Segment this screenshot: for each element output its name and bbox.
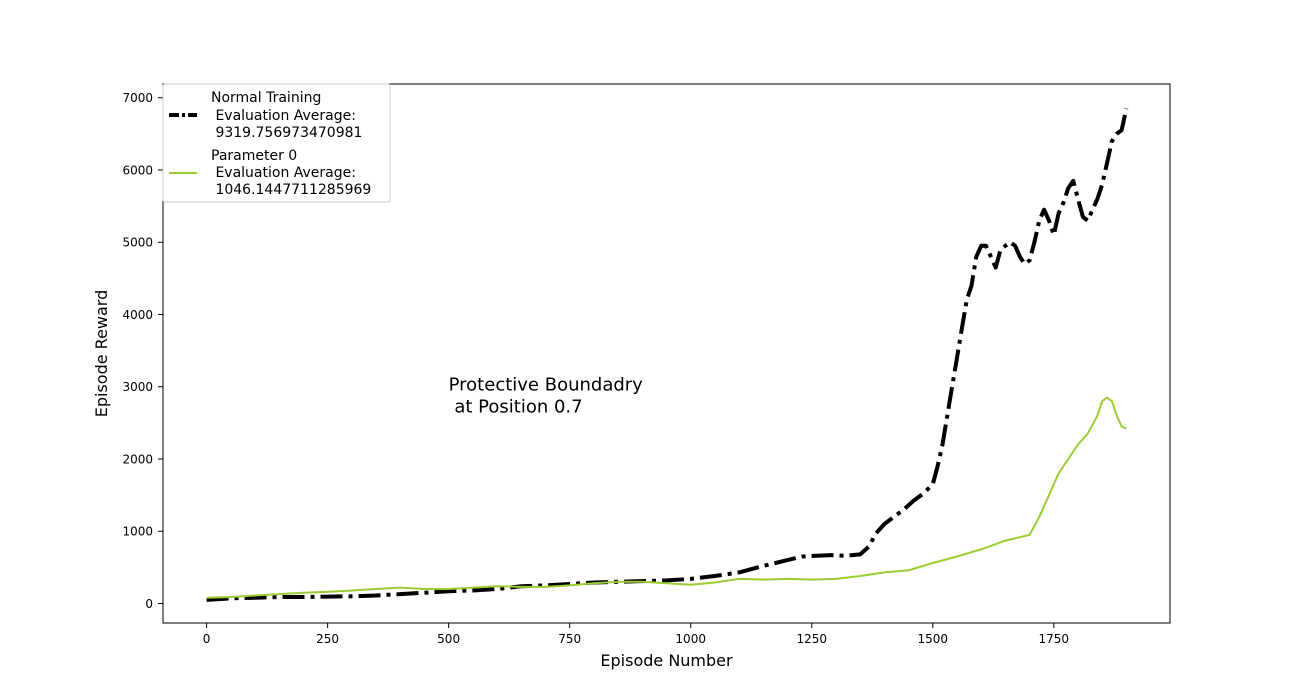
legend: Normal Training Evaluation Average: 9319…: [0, 0, 394, 203]
x-axis-label: Episode Number: [600, 651, 733, 670]
y-tick-label: 0: [145, 597, 153, 611]
x-tick-label: 1750: [1039, 632, 1070, 646]
annotation-line-2: at Position 0.7: [449, 396, 583, 417]
y-tick-label: 4000: [122, 308, 153, 322]
series-line-1: [206, 396, 1127, 599]
y-tick-label: 2000: [122, 452, 153, 466]
y-tick-label: 3000: [122, 380, 153, 394]
plot-frame: [162, 83, 1171, 624]
x-tick-label: 500: [437, 632, 460, 646]
y-axis-label: Episode Reward: [92, 290, 111, 418]
series-layer: [206, 108, 1129, 602]
x-tick-label: 250: [316, 632, 339, 646]
y-tick-label: 6000: [122, 163, 153, 177]
x-tick-label: 1250: [796, 632, 827, 646]
annotation-line-1: Protective Boundadry: [449, 374, 644, 395]
chart-annotation: Protective Boundadry at Position 0.7: [449, 374, 649, 417]
legend-label-normal-training: Normal Training Evaluation Average: 9319…: [0, 0, 387, 141]
y-tick-label: 5000: [122, 236, 153, 250]
x-tick-label: 1500: [918, 632, 949, 646]
x-tick-label: 0: [203, 632, 211, 646]
x-tick-label: 750: [558, 632, 581, 646]
x-tick-label: 1000: [675, 632, 706, 646]
y-tick-label: 1000: [122, 525, 153, 539]
legend-label-parameter-0: Parameter 0 Evaluation Average: 1046.144…: [0, 0, 394, 198]
legend-box: [162, 83, 391, 203]
y-tick-label: 7000: [122, 91, 153, 105]
axis-layer: 0 250 500 750 1000 1250 1500 1750 0 1000 2000 3000 4…: [122, 91, 1069, 646]
